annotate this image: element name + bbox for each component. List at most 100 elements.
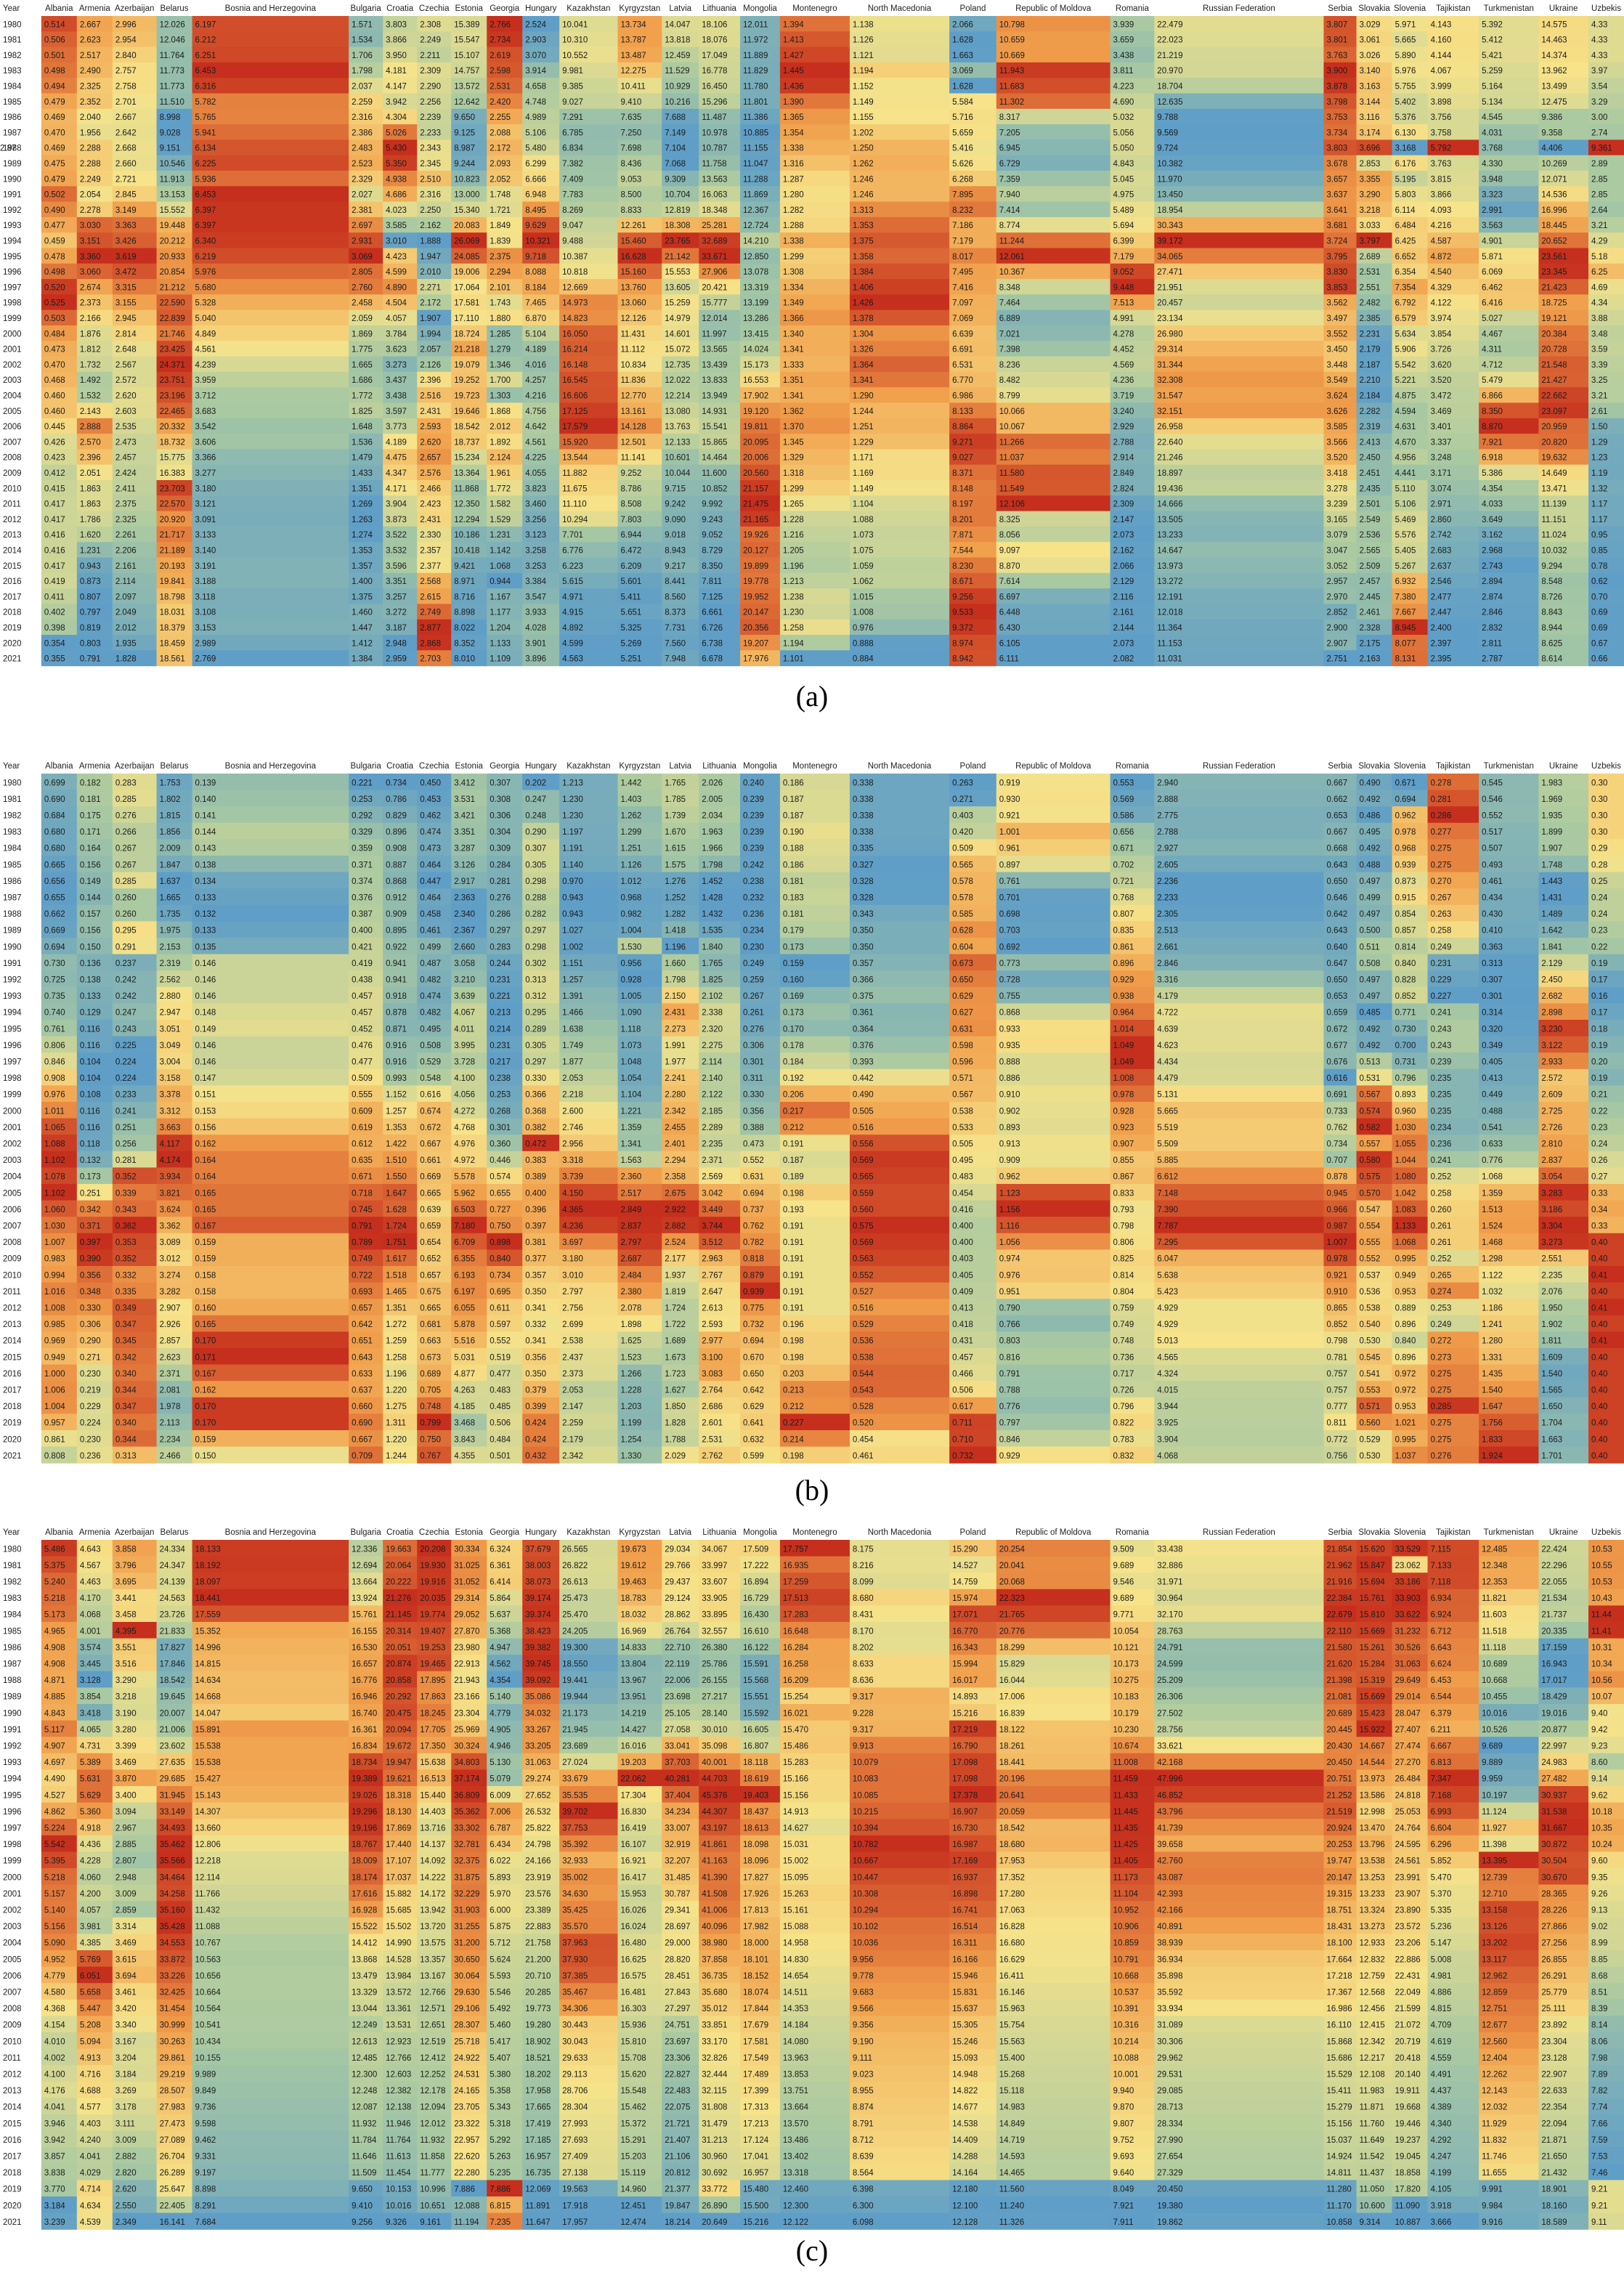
cell-value: 11.024 xyxy=(1541,531,1567,540)
cell-value: 0.40 xyxy=(1591,1353,1607,1362)
cell-value: 0.162 xyxy=(195,1140,216,1148)
heatmap-cell xyxy=(1110,232,1155,249)
heatmap-cell xyxy=(617,511,662,527)
heatmap-cell xyxy=(1479,31,1540,48)
heatmap-cell xyxy=(996,309,1111,326)
cell-value: 0.495 xyxy=(1360,828,1381,837)
cell-value: 1.786 xyxy=(80,516,101,524)
cell-value: 15.553 xyxy=(665,268,690,277)
cell-value: 2.593 xyxy=(420,423,441,431)
cell-value: 1.032 xyxy=(1482,1288,1503,1297)
heatmap-cell xyxy=(779,279,850,295)
cell-value: 14.649 xyxy=(1541,469,1567,478)
cell-value: 0.171 xyxy=(195,1353,216,1362)
heatmap-cell xyxy=(559,986,619,1004)
cell-value: 0.684 xyxy=(44,811,65,820)
heatmap-cell xyxy=(949,232,997,249)
cell-value: 8.998 xyxy=(160,113,181,122)
heatmap-cell xyxy=(192,309,349,326)
cell-value: 6.792 xyxy=(1395,299,1416,308)
heatmap-cell xyxy=(383,1036,418,1053)
heatmap-cell xyxy=(192,806,349,824)
heatmap-cell xyxy=(383,108,418,125)
cell-value: 0.887 xyxy=(386,861,407,869)
cell-value: 3.807 xyxy=(1327,20,1348,29)
cell-value: 0.944 xyxy=(490,577,511,586)
cell-value: 1.723 xyxy=(665,1370,686,1379)
heatmap-cell xyxy=(1427,588,1479,604)
heatmap-cell xyxy=(417,155,452,171)
heatmap-cell xyxy=(1588,888,1624,906)
heatmap-cell xyxy=(192,572,349,589)
cell-value: 16.996 xyxy=(1541,206,1567,215)
column-header: Year xyxy=(3,4,20,13)
cell-value: 0.335 xyxy=(115,1288,137,1297)
heatmap-cell xyxy=(1356,201,1393,218)
cell-value: 14.973 xyxy=(562,299,588,308)
heatmap-cell xyxy=(740,954,781,971)
cell-value: 0.143 xyxy=(195,845,216,853)
cell-value: 0.470 xyxy=(44,129,65,137)
cell-value: 0.659 xyxy=(420,1222,441,1230)
cell-value: 2.907 xyxy=(160,1304,181,1313)
heatmap-cell xyxy=(949,650,997,667)
heatmap-cell xyxy=(617,986,662,1004)
cell-value: 2.509 xyxy=(1360,562,1381,571)
heatmap-cell xyxy=(1588,542,1624,559)
cell-value: 13.760 xyxy=(621,283,646,292)
cell-value: 3.948 xyxy=(1482,175,1503,184)
cell-value: 1.228 xyxy=(621,1386,642,1395)
cell-value: 0.445 xyxy=(44,423,65,431)
cell-value: 0.78 xyxy=(1591,562,1607,571)
cell-value: 0.721 xyxy=(1113,877,1134,886)
heatmap-cell xyxy=(156,619,193,636)
year-label: 2006 xyxy=(3,1206,22,1214)
heatmap-cell xyxy=(76,635,113,651)
heatmap-cell xyxy=(617,248,662,264)
heatmap-cell xyxy=(849,186,950,203)
heatmap-cell xyxy=(949,418,997,434)
heatmap-cell xyxy=(617,46,662,63)
heatmap-cell xyxy=(1427,62,1479,78)
cell-value: 1.118 xyxy=(621,1025,641,1034)
year-label: 1996 xyxy=(3,1042,22,1050)
cell-value: 1.366 xyxy=(783,315,804,323)
cell-value: 3.744 xyxy=(702,1222,723,1230)
heatmap-cell xyxy=(740,108,781,125)
heatmap-cell xyxy=(949,986,997,1004)
heatmap-cell xyxy=(156,31,193,48)
heatmap-cell xyxy=(949,904,997,922)
heatmap-cell xyxy=(559,387,619,404)
cell-value: 1.015 xyxy=(853,593,874,601)
cell-value: 0.30 xyxy=(1591,811,1607,820)
heatmap-cell xyxy=(1479,16,1540,32)
cell-value: 2.620 xyxy=(420,438,441,447)
year-label: 1985 xyxy=(3,98,22,107)
heatmap-cell xyxy=(849,1003,950,1021)
heatmap-cell xyxy=(112,921,158,938)
cell-value: 1.272 xyxy=(386,1320,407,1329)
heatmap-cell xyxy=(849,888,950,906)
heatmap-cell xyxy=(1154,938,1325,955)
heatmap-cell xyxy=(76,46,113,63)
heatmap-cell xyxy=(996,839,1111,856)
cell-value: 0.653 xyxy=(1327,992,1348,1001)
heatmap-cell xyxy=(849,139,950,156)
column-header: Bosnia and Herzegovina xyxy=(225,4,317,13)
cell-value: 0.657 xyxy=(352,1304,373,1313)
cell-value: 5.045 xyxy=(1113,175,1134,184)
cell-value: 13.563 xyxy=(702,175,727,184)
cell-value: 0.928 xyxy=(1113,1107,1134,1116)
heatmap-cell xyxy=(559,356,619,373)
cell-value: 0.545 xyxy=(1482,779,1503,787)
heatmap-cell xyxy=(1323,171,1357,187)
cell-value: 1.840 xyxy=(702,943,723,952)
cell-value: 3.010 xyxy=(386,238,407,246)
cell-value: 1.231 xyxy=(490,531,511,540)
heatmap-cell xyxy=(192,464,349,481)
cell-value: 8.441 xyxy=(665,577,686,586)
cell-value: 0.338 xyxy=(853,811,874,820)
heatmap-cell xyxy=(617,201,662,218)
heatmap-cell xyxy=(699,232,741,249)
cell-value: 24.371 xyxy=(160,361,185,370)
